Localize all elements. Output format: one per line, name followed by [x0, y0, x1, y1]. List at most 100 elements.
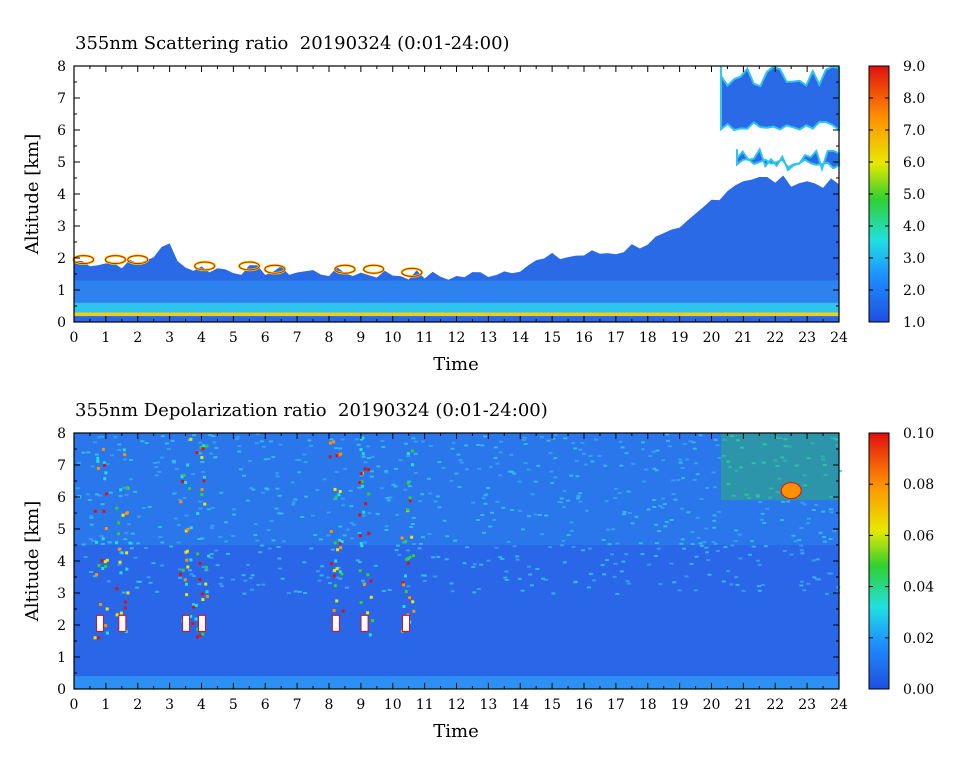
depol-column-mark — [181, 568, 185, 572]
depol-column-mark — [337, 493, 341, 497]
x-tick-label: 24 — [830, 697, 848, 713]
depol-column-mark — [200, 456, 204, 460]
noise-speckle — [276, 545, 281, 548]
noise-speckle — [413, 471, 418, 474]
depol-column-mark — [117, 521, 121, 525]
noise-speckle — [685, 458, 690, 461]
noise-speckle — [89, 516, 94, 519]
noise-speckle — [393, 467, 398, 470]
y-tick-label: 0 — [57, 682, 66, 698]
noise-speckle — [309, 444, 314, 447]
noise-speckle — [89, 571, 94, 574]
noise-speckle — [89, 515, 94, 518]
noise-speckle — [678, 458, 683, 461]
depol-column-mark — [401, 581, 405, 585]
x-tick-label: 19 — [671, 697, 689, 713]
noise-speckle — [358, 561, 363, 564]
depol-column-mark — [341, 609, 345, 613]
noise-speckle — [640, 553, 645, 556]
noise-speckle — [662, 503, 667, 506]
depol-column-mark — [366, 573, 370, 577]
noise-speckle — [437, 506, 442, 509]
y-tick-label: 6 — [57, 123, 66, 139]
noise-speckle — [275, 487, 280, 490]
depol-column-mark — [400, 536, 404, 540]
noise-speckle — [563, 437, 568, 440]
noise-speckle — [509, 509, 514, 512]
noise-speckle — [94, 453, 99, 456]
noise-speckle — [806, 582, 811, 585]
noise-speckle — [231, 534, 236, 537]
noise-speckle — [225, 552, 230, 555]
depol-column-mark — [369, 595, 373, 599]
depol-column-mark — [334, 559, 338, 563]
noise-speckle — [756, 585, 761, 588]
colorbar-tick-label: 8.0 — [903, 91, 925, 107]
near-surface-band — [74, 302, 839, 313]
noise-speckle — [451, 441, 456, 444]
noise-speckle — [826, 572, 831, 575]
noise-speckle — [100, 435, 105, 438]
depol-column-mark — [406, 561, 410, 565]
noise-speckle — [559, 501, 564, 504]
colorbar-tick-label: 9.0 — [903, 59, 925, 75]
noise-speckle — [747, 496, 752, 499]
noise-speckle — [619, 570, 624, 573]
noise-speckle — [209, 526, 214, 529]
noise-speckle — [426, 477, 431, 480]
noise-speckle — [488, 525, 493, 528]
noise-speckle — [302, 561, 307, 564]
x-tick-label: 20 — [703, 697, 721, 713]
x-tick-label: 20 — [703, 330, 721, 346]
noise-speckle — [267, 547, 272, 550]
noise-speckle — [699, 498, 704, 501]
x-tick-label: 7 — [293, 330, 302, 346]
noise-speckle — [211, 435, 216, 438]
noise-speckle — [340, 497, 345, 500]
noise-speckle — [747, 553, 752, 556]
noise-speckle — [318, 538, 323, 541]
noise-speckle — [483, 494, 488, 497]
noise-speckle — [327, 582, 332, 585]
noise-speckle — [388, 496, 393, 499]
noise-speckle — [472, 591, 477, 594]
x-axis-label-depolarization: Time — [433, 721, 478, 742]
colorbar-depolarization: 0.00 0.02 0.04 0.06 0.08 0.10 — [868, 426, 934, 698]
noise-speckle — [692, 478, 697, 481]
noise-speckle — [490, 511, 495, 514]
depol-column-mark — [124, 630, 128, 634]
noise-speckle — [597, 455, 602, 458]
depol-column-mark — [115, 586, 119, 590]
noise-speckle — [176, 541, 181, 544]
surface-edge-band — [74, 312, 839, 317]
noise-speckle — [590, 460, 595, 463]
noise-speckle — [741, 589, 746, 592]
noise-speckle — [527, 515, 532, 518]
depol-column-mark — [333, 541, 337, 545]
depol-column-mark — [195, 635, 199, 639]
noise-speckle — [744, 493, 749, 496]
noise-speckle — [173, 517, 178, 520]
x-tick-label: 1 — [101, 697, 110, 713]
depol-column-mark — [182, 473, 186, 477]
noise-speckle — [336, 566, 341, 569]
depol-column-mark — [366, 611, 370, 615]
noise-speckle — [486, 486, 491, 489]
depol-column-mark — [185, 593, 189, 597]
noise-speckle — [243, 579, 248, 582]
noise-speckle — [311, 514, 316, 517]
noise-speckle — [783, 445, 788, 448]
depol-column-mark — [93, 509, 97, 513]
depol-column-mark — [101, 537, 105, 541]
noise-speckle — [379, 487, 384, 490]
noise-speckle — [281, 540, 286, 543]
depol-column-mark — [196, 511, 200, 515]
colorbar-tick-label: 0.06 — [903, 528, 934, 544]
x-tick-label: 0 — [70, 697, 79, 713]
noise-speckle — [755, 493, 760, 496]
noise-speckle — [393, 485, 398, 488]
x-tick-label: 13 — [479, 330, 497, 346]
noise-speckle — [367, 512, 372, 515]
noise-speckle — [672, 581, 677, 584]
